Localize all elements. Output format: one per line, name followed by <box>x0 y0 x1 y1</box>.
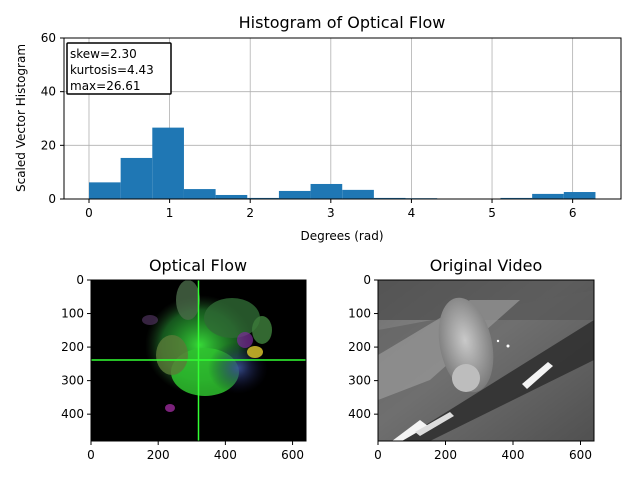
stats-max: max=26.61 <box>70 79 141 93</box>
optical-flow-image <box>91 280 306 441</box>
y-tick-label: 300 <box>61 374 84 388</box>
histogram-bar <box>278 190 311 199</box>
histogram-chart: Histogram of Optical Flow 0 1 2 3 4 5 6 0 20 40 6… <box>14 13 622 243</box>
y-tick-label: 400 <box>61 407 84 421</box>
stats-kurtosis: kurtosis=4.43 <box>70 63 154 77</box>
histogram-y-ticks: 0 20 40 60 <box>41 31 64 206</box>
y-tick-label: 200 <box>348 340 371 354</box>
x-tick-label: 3 <box>327 206 335 220</box>
optical-flow-y-ticks: 0 100 200 300 400 <box>61 273 91 421</box>
histogram-bar <box>88 182 121 199</box>
x-tick-label: 6 <box>569 206 577 220</box>
histogram-bar <box>310 183 343 199</box>
original-video-image <box>378 280 594 441</box>
histogram-bar <box>532 193 564 199</box>
x-tick-label: 0 <box>374 448 382 462</box>
y-tick-label: 60 <box>41 31 56 45</box>
original-video-title: Original Video <box>430 256 543 275</box>
stats-annotation-box: skew=2.30 kurtosis=4.43 max=26.61 <box>66 42 172 95</box>
original-video-panel: Original Video 0 200 400 600 0 100 200 300 400 <box>348 256 595 462</box>
original-video-frame <box>377 279 595 442</box>
x-tick-label: 0 <box>87 448 95 462</box>
x-tick-label: 600 <box>281 448 304 462</box>
x-tick-label: 0 <box>85 206 93 220</box>
y-tick-label: 200 <box>61 340 84 354</box>
histogram-bar <box>342 189 374 199</box>
x-tick-label: 400 <box>502 448 525 462</box>
optical-flow-x-ticks: 0 200 400 600 <box>87 441 304 462</box>
histogram-y-label: Scaled Vector Histogram <box>14 44 28 192</box>
x-tick-label: 5 <box>488 206 496 220</box>
histogram-bar <box>500 197 533 199</box>
histogram-bar <box>373 197 406 199</box>
y-tick-label: 100 <box>61 307 84 321</box>
histogram-bars <box>88 127 596 199</box>
x-tick-label: 1 <box>166 206 174 220</box>
x-tick-label: 200 <box>434 448 457 462</box>
y-tick-label: 400 <box>348 407 371 421</box>
histogram-plot-frame <box>63 37 622 200</box>
x-tick-label: 200 <box>147 448 170 462</box>
y-tick-label: 40 <box>41 85 56 99</box>
histogram-title: Histogram of Optical Flow <box>239 13 446 32</box>
y-tick-label: 100 <box>348 307 371 321</box>
original-video-y-ticks: 0 100 200 300 400 <box>348 273 378 421</box>
y-tick-label: 0 <box>363 273 371 287</box>
y-tick-label: 300 <box>348 374 371 388</box>
stats-skew: skew=2.30 <box>70 47 137 61</box>
x-tick-label: 400 <box>214 448 237 462</box>
y-tick-label: 20 <box>41 138 56 152</box>
x-tick-label: 600 <box>569 448 592 462</box>
histogram-bar <box>120 157 153 199</box>
histogram-x-ticks: 0 1 2 3 4 5 6 <box>85 199 576 220</box>
x-tick-label: 4 <box>408 206 416 220</box>
histogram-bar <box>183 189 216 199</box>
optical-flow-frame <box>90 279 307 442</box>
y-tick-label: 0 <box>76 273 84 287</box>
optical-flow-title: Optical Flow <box>149 256 247 275</box>
histogram-bar <box>152 127 184 199</box>
original-video-x-ticks: 0 200 400 600 <box>374 441 592 462</box>
optical-flow-panel: Optical Flow 0 200 400 600 0 100 200 300 400 <box>61 256 307 462</box>
histogram-x-label: Degrees (rad) <box>300 229 383 243</box>
histogram-bar <box>247 197 279 199</box>
histogram-bar <box>215 194 248 199</box>
y-tick-label: 0 <box>48 192 56 206</box>
x-tick-label: 2 <box>246 206 254 220</box>
histogram-bar <box>563 192 596 199</box>
